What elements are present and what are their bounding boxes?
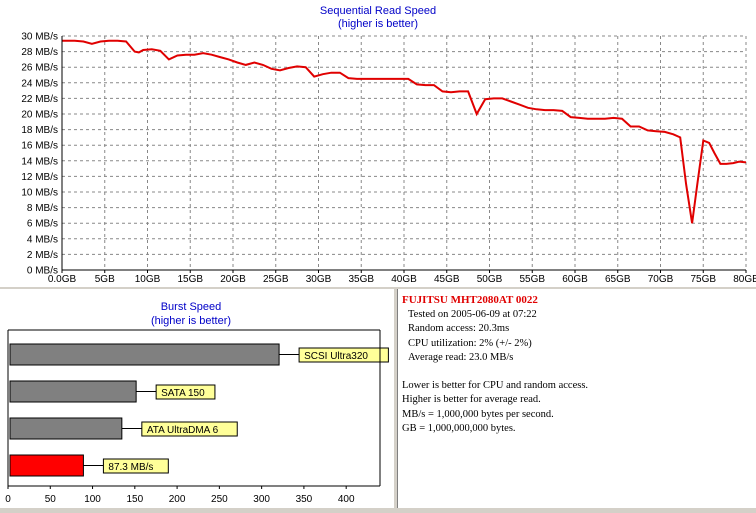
y-tick-label: 12 MB/s (21, 172, 58, 183)
grid (62, 35, 747, 270)
x-tick-label: 100 (84, 494, 101, 505)
x-tick-label: 150 (126, 494, 143, 505)
average-read: Average read: 23.0 MB/s (408, 352, 514, 363)
bar-label: ATA UltraDMA 6 (147, 425, 219, 436)
note-mbs-definition: MB/s = 1,000,000 bytes per second. (402, 408, 554, 420)
y-axis-ticks: 0 MB/s 2 MB/s 4 MB/s 6 MB/s 8 MB/s 10 MB/s 12 … (21, 32, 58, 277)
y-tick-label: 10 MB/s (21, 188, 58, 199)
y-tick-label: 26 MB/s (21, 63, 58, 74)
drive-name: FUJITSU MHT2080AT 0022 (402, 294, 538, 306)
bar-label: SCSI Ultra320 (304, 351, 368, 362)
bar-label: SATA 150 (161, 388, 205, 399)
chart-title: Burst Speed (161, 301, 222, 313)
x-tick-label: 25GB (263, 274, 289, 285)
tested-on: Tested on 2005-06-09 at 07:22 (408, 308, 537, 320)
bar-label-box (298, 347, 389, 363)
x-tick-label: 35GB (348, 274, 374, 285)
chart-title: Sequential Read Speed (320, 5, 436, 17)
x-tick-label: 70GB (648, 274, 674, 285)
chart-subtitle: (higher is better) (151, 315, 231, 327)
bar-label-box (102, 458, 169, 474)
x-axis-ticks: 0.0GB 5GB 10GB 15GB 20GB 25GB 30GB 35GB 40GB 45GB… (48, 270, 756, 285)
bar-label: 87.3 MB/s (108, 462, 153, 473)
y-tick-label: 22 MB/s (21, 94, 58, 105)
burst-bar (9, 380, 137, 403)
x-tick-label: 55GB (519, 274, 545, 285)
y-tick-label: 6 MB/s (27, 219, 58, 230)
bar-label-box (141, 421, 238, 437)
drive-info: FUJITSU MHT2080AT 0022 Tested on 2005-06… (402, 293, 588, 437)
x-tick-label: 75GB (690, 274, 716, 285)
y-tick-label: 20 MB/s (21, 110, 58, 121)
burst-bar (9, 343, 280, 366)
x-tick-label: 60GB (562, 274, 588, 285)
x-tick-label: 10GB (135, 274, 161, 285)
drive-info-panel: FUJITSU MHT2080AT 0022 Tested on 2005-06… (397, 289, 756, 508)
x-tick-label: 65GB (605, 274, 631, 285)
x-tick-label: 250 (211, 494, 228, 505)
read-speed-series-line (62, 39, 747, 224)
random-access: Random access: 20.3ms (408, 323, 510, 334)
note-higher-better: Higher is better for average read. (402, 394, 541, 405)
x-tick-label: 40GB (391, 274, 417, 285)
x-tick-label: 400 (338, 494, 355, 505)
sequential-read-chart-panel: Sequential Read Speed (higher is better)… (0, 0, 756, 287)
bar-label-box (155, 384, 216, 400)
note-gb-definition: GB = 1,000,000,000 bytes. (402, 423, 516, 434)
y-tick-label: 24 MB/s (21, 78, 58, 89)
burst-bar (9, 417, 123, 440)
bars: SCSI Ultra320 SATA 150 ATA UltraDMA 6 87.3 … (9, 343, 389, 477)
y-tick-label: 14 MB/s (21, 156, 58, 167)
x-tick-label: 50GB (477, 274, 503, 285)
y-tick-label: 0 MB/s (27, 266, 58, 277)
x-axis-ticks: 0 50 100 150 200 250 300 350 400 (5, 486, 355, 505)
burst-speed-chart-panel: Burst Speed (higher is better) SCSI Ultr… (0, 289, 394, 508)
burst-bar (9, 454, 84, 477)
burst-speed-chart: Burst Speed (higher is better) SCSI Ultr… (5, 301, 389, 505)
x-tick-label: 300 (253, 494, 270, 505)
x-tick-label: 45GB (434, 274, 460, 285)
x-tick-label: 0.0GB (48, 274, 77, 285)
y-tick-label: 4 MB/s (27, 234, 58, 245)
x-tick-label: 20GB (220, 274, 246, 285)
x-tick-label: 0 (5, 494, 11, 505)
x-tick-label: 5GB (95, 274, 115, 285)
chart-subtitle: (higher is better) (338, 18, 418, 30)
x-tick-label: 15GB (177, 274, 203, 285)
cpu-utilization: CPU utilization: 2% (+/- 2%) (408, 337, 532, 349)
x-tick-label: 50 (45, 494, 57, 505)
y-tick-label: 16 MB/s (21, 141, 58, 152)
y-tick-label: 8 MB/s (27, 203, 58, 214)
y-tick-label: 30 MB/s (21, 32, 58, 43)
y-tick-label: 2 MB/s (27, 250, 58, 261)
x-tick-label: 200 (169, 494, 186, 505)
x-tick-label: 350 (296, 494, 313, 505)
x-tick-label: 30GB (306, 274, 332, 285)
x-tick-label: 80GB (733, 274, 756, 285)
note-lower-better: Lower is better for CPU and random acces… (402, 379, 589, 391)
y-tick-label: 28 MB/s (21, 47, 58, 58)
y-tick-label: 18 MB/s (21, 125, 58, 136)
sequential-read-chart: Sequential Read Speed (higher is better)… (21, 5, 756, 285)
